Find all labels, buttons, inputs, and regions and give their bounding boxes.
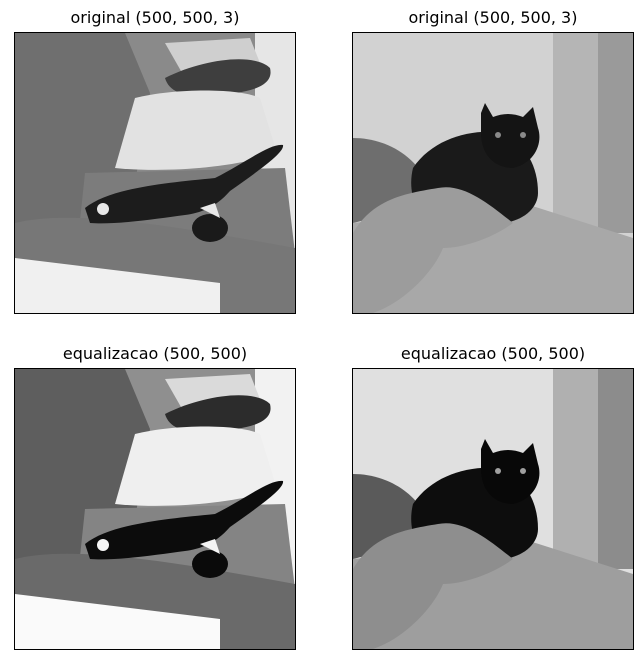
black-cat-on-bed-equalized-image xyxy=(353,369,633,649)
panel-title: equalizacao (500, 500) xyxy=(62,344,248,363)
cat-on-sofa-equalized-image xyxy=(15,369,295,649)
image-frame xyxy=(14,368,296,650)
image-frame xyxy=(14,32,296,314)
panel-title: original (500, 500, 3) xyxy=(408,8,578,27)
panel-title: equalizacao (500, 500) xyxy=(400,344,586,363)
image-frame xyxy=(352,368,634,650)
cat-on-sofa-image xyxy=(15,33,295,313)
black-cat-on-bed-image xyxy=(353,33,633,313)
image-frame xyxy=(352,32,634,314)
panel-title: original (500, 500, 3) xyxy=(70,8,240,27)
